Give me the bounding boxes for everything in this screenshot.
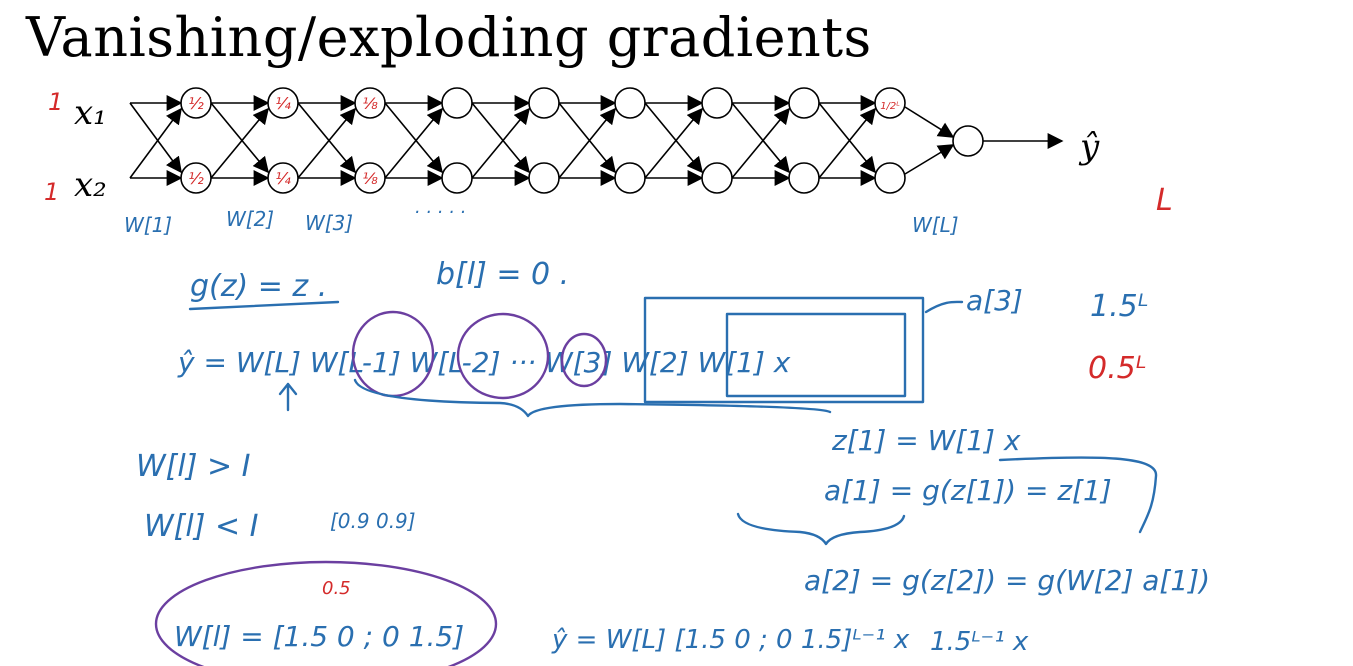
- node-annotation: 1/2ᴸ: [880, 101, 900, 112]
- z1-equation: z[1] = W[1] x: [831, 424, 1021, 457]
- hidden-node-top: [788, 87, 820, 119]
- output-node: [952, 125, 984, 157]
- network-edges: [129, 95, 955, 186]
- slide-title: Vanishing/exploding gradients: [26, 6, 872, 69]
- network-nodes: [180, 87, 984, 194]
- circle-w-matrix: [154, 560, 498, 666]
- g-definition: g(z) = z .: [190, 269, 327, 304]
- hidden-node-top: [267, 87, 299, 119]
- edge: [644, 107, 704, 179]
- small-matrix: [0.9 0.9]: [330, 509, 416, 533]
- edge: [129, 107, 182, 179]
- decay-term: 0.5ᴸ: [1088, 351, 1146, 386]
- hidden-node-top: [701, 87, 733, 119]
- output-yhat: ŷ: [1078, 127, 1100, 167]
- network-diagram: [129, 87, 1064, 194]
- weight-label-L: W[L]: [912, 213, 959, 237]
- growth-term: 1.5ᴸ: [1090, 289, 1148, 324]
- edge: [904, 106, 955, 138]
- node-annotation: ¼: [275, 169, 291, 188]
- node-annotation: ¼: [275, 94, 291, 113]
- edge: [818, 107, 877, 179]
- edge: [818, 102, 877, 174]
- depth-label: L: [1156, 183, 1173, 218]
- edge: [731, 102, 791, 174]
- weight-label-ellipsis: · · · · ·: [414, 202, 466, 223]
- edge: [904, 144, 955, 175]
- yhat-product: ŷ = W[L] W[L-1] W[L-2] ··· W[3] W[2] W[1…: [177, 346, 791, 379]
- hidden-node-top: [180, 87, 212, 119]
- circle-dots: [560, 332, 608, 388]
- edge: [129, 102, 182, 174]
- edge: [384, 102, 444, 174]
- input-x2: x₂: [74, 165, 107, 205]
- hidden-node-bottom: [354, 162, 386, 194]
- edge: [297, 107, 357, 179]
- pointer-arrow: [278, 382, 298, 412]
- edge: [471, 102, 531, 174]
- edge: [731, 107, 791, 179]
- w-matrix: W[l] = [1.5 0 ; 0 1.5]: [174, 620, 464, 653]
- hidden-node-bottom: [180, 162, 212, 194]
- hidden-node-top: [528, 87, 560, 119]
- hidden-node-top: [354, 87, 386, 119]
- node-annotation: ⅛: [362, 169, 378, 188]
- hidden-node-bottom: [267, 162, 299, 194]
- hidden-node-top: [614, 87, 646, 119]
- edge: [471, 107, 531, 179]
- circle-w-L-2: [456, 312, 550, 400]
- a1-equation: a[1] = g(z[1]) = z[1]: [824, 474, 1112, 507]
- node-annotation: ½: [188, 169, 204, 188]
- hidden-node-bottom: [874, 162, 906, 194]
- box-inner: [725, 312, 907, 398]
- node-annotation: ⅛: [362, 94, 378, 113]
- box-outer: [643, 296, 925, 404]
- edge: [384, 107, 444, 179]
- hidden-node-bottom: [701, 162, 733, 194]
- hidden-node-bottom: [788, 162, 820, 194]
- input-annotation-1: 1: [48, 88, 63, 116]
- weight-label-1: W[1]: [124, 213, 172, 237]
- weight-label-2: W[2]: [226, 207, 274, 231]
- hidden-node-bottom: [614, 162, 646, 194]
- hidden-node-bottom: [441, 162, 473, 194]
- a3-leader: [924, 300, 964, 314]
- hidden-node-top: [874, 87, 906, 119]
- b-definition: b[l] = 0 .: [436, 257, 569, 292]
- hidden-node-top: [441, 87, 473, 119]
- a3-label: a[3]: [966, 284, 1023, 317]
- edge: [558, 102, 617, 174]
- edge: [297, 102, 357, 174]
- w-greater-I: W[l] > I: [136, 449, 251, 484]
- yhat-power: ŷ = W[L] [1.5 0 ; 0 1.5]ᴸ⁻¹ x: [551, 625, 910, 655]
- brace-a1: [736, 512, 906, 546]
- input-x1: x₁: [74, 93, 107, 133]
- g-underline: [188, 300, 340, 311]
- edge: [644, 102, 704, 174]
- edge: [210, 107, 270, 179]
- a1-arrow: [998, 456, 1158, 534]
- w-less-I: W[l] < I: [144, 509, 259, 544]
- edge: [558, 107, 617, 179]
- result-term: 1.5ᴸ⁻¹ x: [930, 627, 1029, 657]
- input-annotation-2: 1: [44, 178, 59, 206]
- node-annotation: ½: [188, 94, 204, 113]
- weight-label-3: W[3]: [305, 211, 353, 235]
- brace-under-product: [353, 378, 832, 418]
- matrix-red-note: 0.5: [322, 578, 351, 599]
- hidden-node-bottom: [528, 162, 560, 194]
- a2-equation: a[2] = g(z[2]) = g(W[2] a[1]): [804, 564, 1210, 597]
- edge: [210, 102, 270, 174]
